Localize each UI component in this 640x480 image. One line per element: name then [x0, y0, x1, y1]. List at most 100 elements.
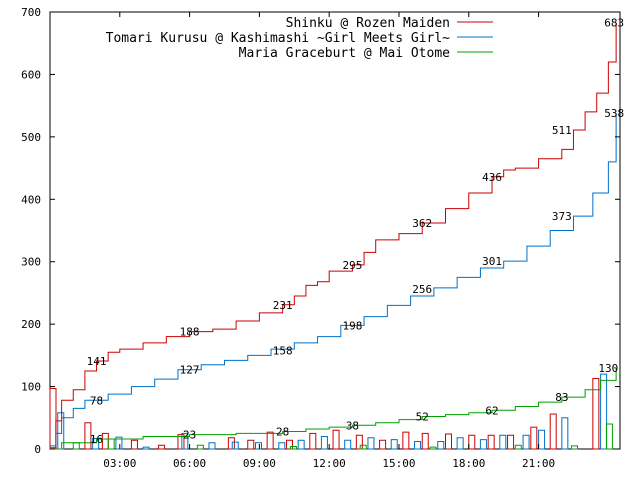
- series-line-0: [50, 22, 617, 449]
- bar-series-0: [468, 434, 476, 450]
- bar-series-1: [600, 373, 608, 450]
- y-tick-label: 400: [21, 193, 41, 206]
- data-label: 83: [555, 391, 568, 404]
- bar-series-1: [92, 437, 100, 450]
- bar-series-0: [507, 434, 515, 450]
- data-label: 38: [346, 419, 359, 432]
- bar-series-2: [429, 446, 437, 450]
- y-tick-label: 200: [21, 318, 41, 331]
- data-label: 23: [183, 429, 196, 442]
- bar-series-1: [479, 439, 487, 450]
- y-tick-label: 100: [21, 381, 41, 394]
- x-tick-label: 21:00: [522, 457, 555, 470]
- bar-series-1: [344, 439, 352, 450]
- bar-series-1: [181, 432, 189, 450]
- bar-series-2: [72, 442, 80, 450]
- bar-series-0: [177, 434, 185, 450]
- bar-series-1: [413, 441, 421, 450]
- data-label: 158: [273, 344, 293, 357]
- bar-series-1: [320, 436, 328, 450]
- bar-series-0: [487, 434, 495, 450]
- bar-series-2: [289, 446, 297, 450]
- x-tick-label: 18:00: [452, 457, 485, 470]
- bar-series-1: [538, 429, 546, 450]
- bar-series-0: [549, 413, 557, 450]
- bar-series-1: [367, 437, 375, 450]
- y-tick-label: 0: [34, 443, 41, 456]
- x-tick-label: 15:00: [382, 457, 415, 470]
- bar-series-0: [402, 431, 410, 450]
- data-label: 16: [90, 433, 103, 446]
- bar-series-0: [445, 433, 453, 450]
- bar-series-2: [107, 438, 115, 450]
- bar-series-1: [437, 441, 445, 450]
- bar-series-0: [158, 444, 166, 450]
- bar-series-2: [514, 444, 522, 450]
- bar-series-0: [332, 429, 340, 450]
- bar-series-2: [571, 445, 579, 450]
- bar-series-0: [592, 377, 600, 450]
- y-tick-label: 700: [21, 6, 41, 19]
- data-label: 28: [276, 426, 289, 439]
- bar-series-0: [101, 432, 109, 450]
- bar-series-1: [297, 439, 305, 450]
- bar-series-0: [309, 432, 317, 450]
- bar-series-0: [530, 426, 538, 450]
- x-tick-label: 06:00: [173, 457, 206, 470]
- bar-series-1: [231, 441, 239, 450]
- data-label: 62: [485, 404, 498, 417]
- bar-series-1: [255, 442, 263, 450]
- legend-label: Tomari Kurusu @ Kashimashi ~Girl Meets G…: [106, 31, 451, 46]
- data-label: 538: [604, 107, 624, 120]
- bar-series-1: [278, 442, 286, 450]
- x-tick-label: 12:00: [313, 457, 346, 470]
- data-label: 436: [482, 171, 502, 184]
- bar-series-0: [130, 439, 138, 450]
- data-label: 141: [87, 355, 107, 368]
- bar-series-1: [561, 417, 569, 450]
- data-label: 52: [416, 411, 429, 424]
- bar-series-1: [456, 437, 464, 450]
- y-tick-label: 600: [21, 68, 41, 81]
- bar-series-0: [49, 387, 57, 450]
- y-tick-label: 300: [21, 256, 41, 269]
- data-label: 683: [604, 17, 624, 30]
- data-label: 231: [273, 299, 293, 312]
- bar-series-2: [359, 444, 367, 450]
- bar-series-0: [266, 431, 274, 450]
- bar-series-1: [208, 442, 216, 450]
- data-label: 198: [343, 319, 363, 332]
- bars-layer: [49, 373, 613, 450]
- data-label: 256: [412, 283, 432, 296]
- x-tick-label: 09:00: [243, 457, 276, 470]
- bar-series-1: [142, 446, 150, 450]
- series-line-2: [50, 367, 617, 450]
- data-labels-layer: 141 188 231 295 362 436 511 683 78 127 158 198 256 30…: [87, 17, 625, 446]
- bar-series-1: [499, 434, 507, 450]
- bar-series-0: [421, 432, 429, 450]
- data-label: 188: [180, 326, 200, 339]
- data-label: 362: [412, 217, 432, 230]
- bar-series-2: [605, 423, 613, 450]
- lines-layer: [50, 22, 617, 450]
- bar-series-1: [522, 434, 530, 450]
- x-tick-label: 03:00: [103, 457, 136, 470]
- data-label: 130: [598, 362, 618, 375]
- data-label: 301: [482, 255, 502, 268]
- y-tick-label: 500: [21, 131, 41, 144]
- bar-series-0: [227, 437, 235, 450]
- data-label: 295: [343, 259, 363, 272]
- data-label: 78: [90, 394, 103, 407]
- plot-frame: [49, 11, 621, 450]
- data-label: 127: [180, 364, 200, 377]
- data-label: 511: [552, 124, 572, 137]
- bar-series-0: [355, 434, 363, 450]
- bar-series-0: [286, 439, 294, 450]
- axes-layer: 0 100 200 300 400 500 600 700 03:00 06:00 09:00 12:…: [21, 6, 620, 470]
- bar-series-0: [379, 439, 387, 450]
- bar-series-1: [390, 439, 398, 450]
- bar-series-1: [115, 436, 123, 450]
- legend-label: Shinku @ Rozen Maiden: [286, 16, 450, 31]
